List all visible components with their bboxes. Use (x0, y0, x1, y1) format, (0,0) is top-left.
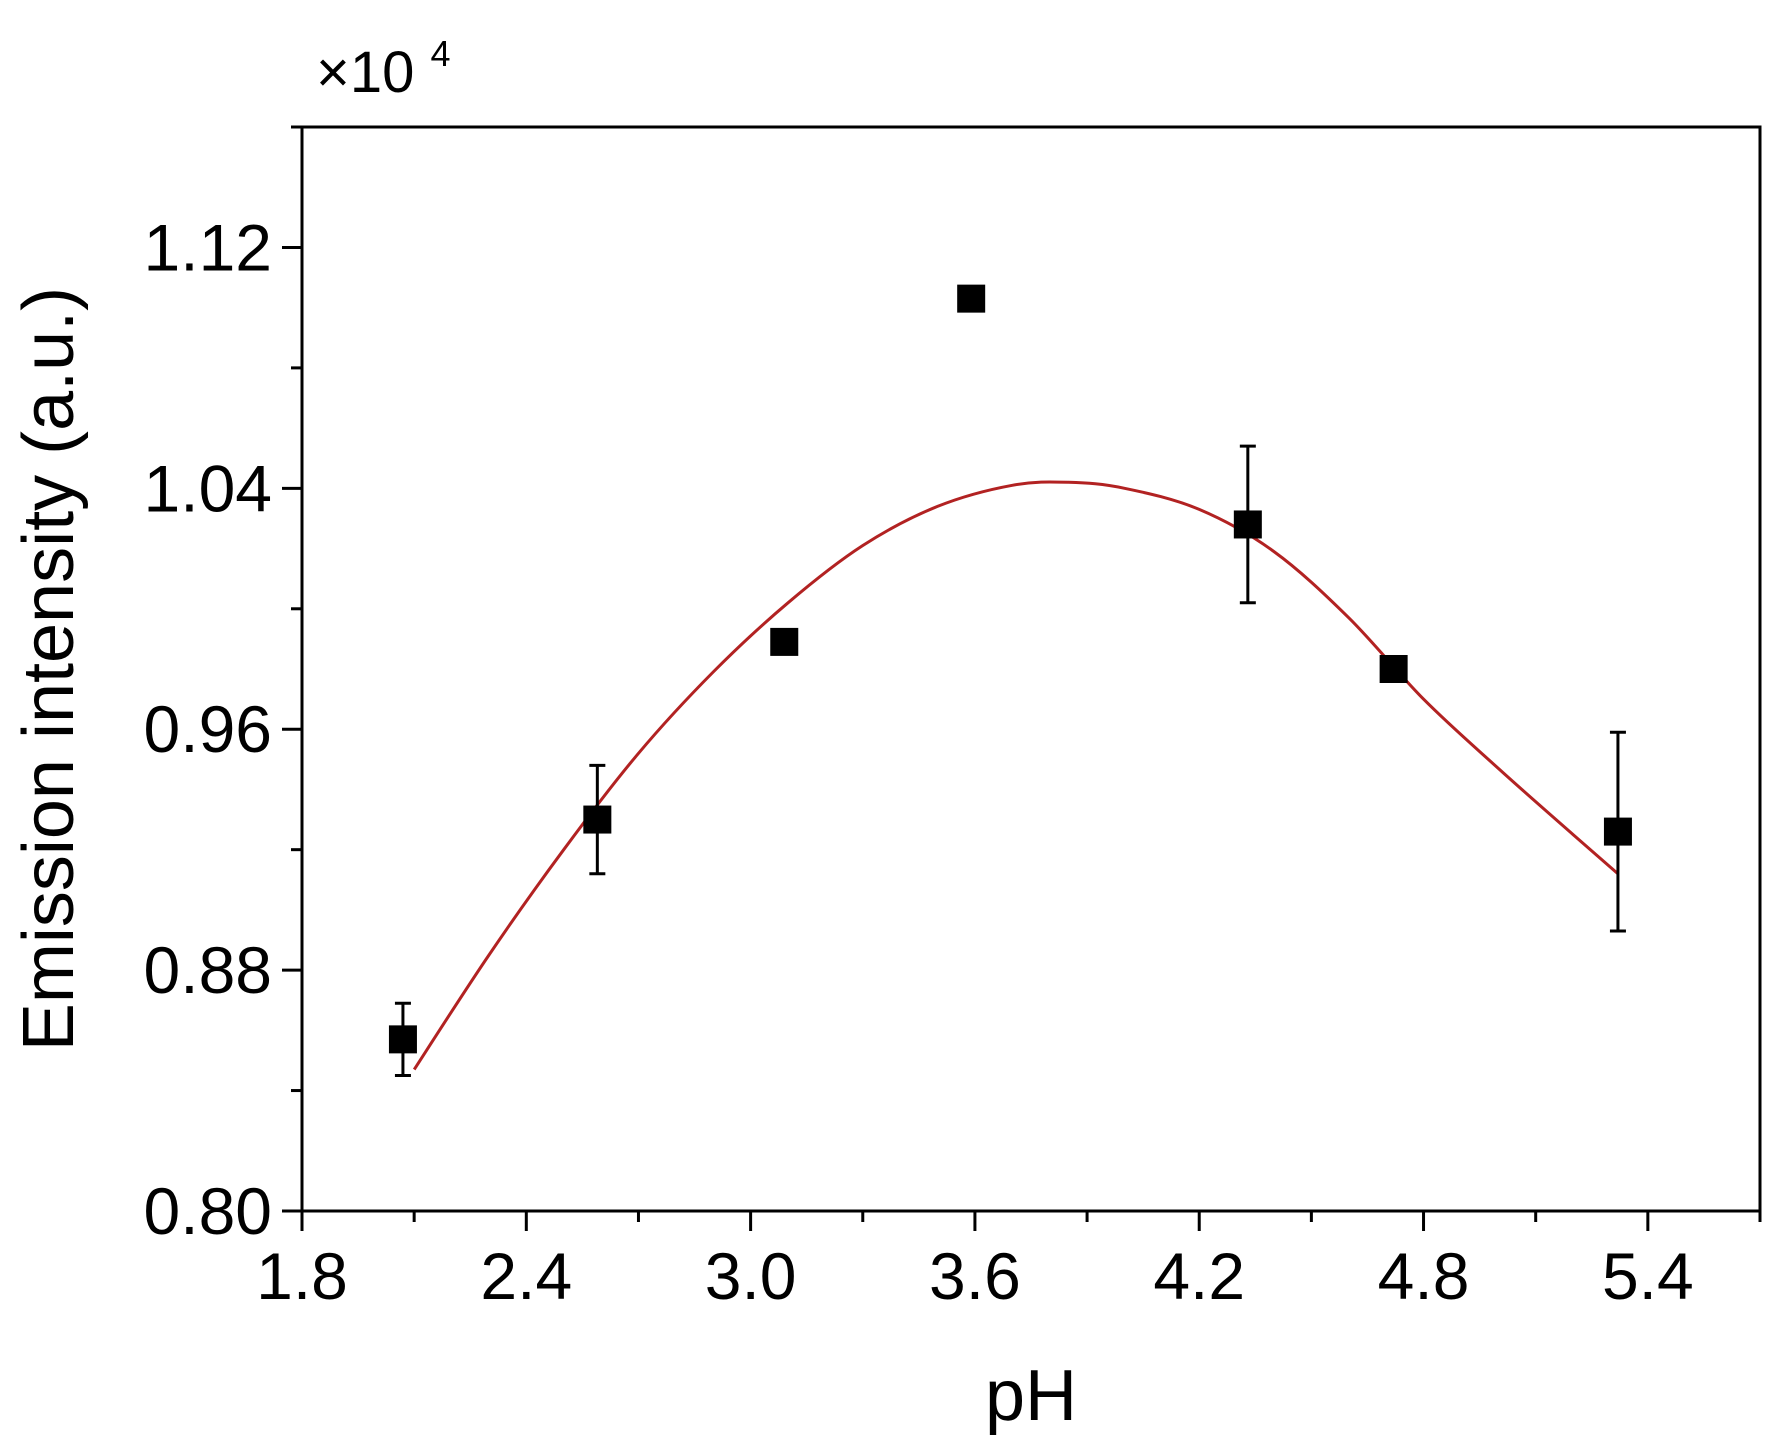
plot-frame (300, 125, 1762, 1213)
data-point-marker (770, 627, 799, 656)
x-axis-title: pH (985, 1356, 1077, 1436)
y-axis-title: Emission intensity (a.u.) (9, 287, 89, 1051)
x-tick-label: 1.8 (256, 1239, 348, 1313)
data-point-marker (957, 284, 986, 313)
y-axis-multiplier-base: ×10 (316, 40, 414, 105)
y-tick-label: 1.12 (144, 210, 272, 284)
x-tick-label: 3.6 (929, 1239, 1021, 1313)
x-axis-ticks (300, 1211, 1762, 1231)
y-axis-multiplier: ×10 4 (316, 33, 451, 105)
data-point-marker (1233, 510, 1262, 539)
data-point-marker (388, 1025, 417, 1054)
y-tick-label: 0.88 (144, 933, 272, 1007)
y-axis-tick-labels: 0.80 0.88 0.96 1.04 1.12 (144, 210, 272, 1248)
y-axis-multiplier-exponent: 4 (431, 33, 451, 74)
x-axis-tick-labels: 1.8 2.4 3.0 3.6 4.2 4.8 5.4 (256, 1239, 1694, 1313)
x-tick-label: 5.4 (1602, 1239, 1694, 1313)
x-tick-label: 4.2 (1153, 1239, 1245, 1313)
data-point-marker (583, 805, 612, 834)
y-tick-label: 0.80 (144, 1174, 272, 1248)
y-tick-label: 0.96 (144, 692, 272, 766)
y-tick-label: 1.04 (144, 451, 272, 525)
x-tick-label: 2.4 (480, 1239, 572, 1313)
data-markers (388, 284, 1632, 1054)
x-tick-label: 4.8 (1378, 1239, 1470, 1313)
data-point-marker (1379, 655, 1408, 683)
data-point-marker (1603, 817, 1632, 846)
y-axis-ticks (282, 125, 302, 1213)
x-tick-label: 3.0 (705, 1239, 797, 1313)
